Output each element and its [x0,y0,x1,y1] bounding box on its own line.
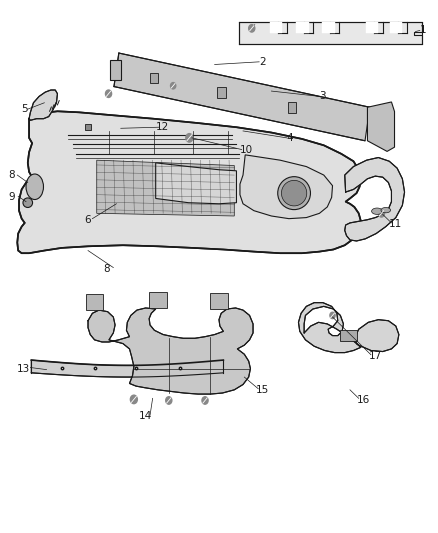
Text: 17: 17 [369,351,382,361]
Polygon shape [88,308,253,394]
Circle shape [378,209,385,217]
Circle shape [131,395,138,403]
Polygon shape [239,22,422,44]
Text: 6: 6 [84,215,91,225]
Text: 5: 5 [21,104,28,114]
Ellipse shape [371,208,382,214]
Polygon shape [31,360,223,377]
Polygon shape [270,22,283,33]
Polygon shape [298,303,399,353]
Text: 16: 16 [357,395,370,406]
Polygon shape [240,155,332,219]
Polygon shape [17,111,361,253]
Bar [218,87,226,98]
Text: 13: 13 [17,364,30,374]
Text: 3: 3 [320,91,326,101]
Ellipse shape [23,198,32,207]
Text: 9: 9 [8,192,15,203]
Bar [340,330,357,341]
Circle shape [330,312,335,319]
Bar [150,72,159,83]
Polygon shape [345,158,405,241]
Text: 14: 14 [139,411,152,422]
Polygon shape [155,163,237,204]
Circle shape [170,83,176,89]
Bar [288,102,297,113]
Polygon shape [110,60,121,80]
Polygon shape [390,22,403,33]
Circle shape [202,397,208,404]
Text: 8: 8 [8,170,15,180]
Polygon shape [322,22,335,33]
Polygon shape [149,292,166,308]
Text: 8: 8 [103,264,110,274]
Circle shape [186,134,193,142]
Text: 4: 4 [286,133,293,143]
Polygon shape [86,294,103,310]
Polygon shape [296,22,308,33]
Ellipse shape [26,174,43,199]
Polygon shape [210,293,228,309]
Polygon shape [29,90,57,120]
Circle shape [106,90,112,98]
Ellipse shape [278,176,311,209]
Polygon shape [367,102,395,151]
Polygon shape [97,160,234,216]
Text: 10: 10 [240,144,253,155]
Ellipse shape [282,180,307,206]
Text: 12: 12 [155,122,169,132]
Circle shape [249,25,255,32]
Text: 11: 11 [389,219,403,229]
Text: 1: 1 [420,26,427,36]
Circle shape [166,397,172,404]
Text: 2: 2 [259,57,266,67]
Polygon shape [366,22,378,33]
Text: 15: 15 [256,385,269,395]
Ellipse shape [381,207,391,213]
Polygon shape [114,53,370,141]
